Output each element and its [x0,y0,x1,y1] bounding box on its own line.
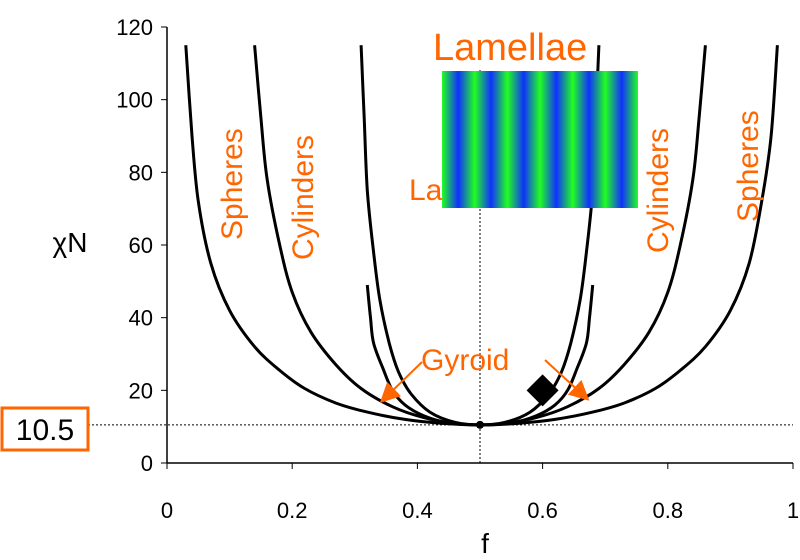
label-cylinders-left: Cylinders [287,135,320,260]
y-tick-label: 20 [129,378,153,403]
tick-labels: 0 0.2 0.4 0.6 0.8 1 0 20 40 60 80 100 120 [116,15,799,523]
label-gyroid: Gyroid [421,344,509,377]
critical-point-dot [476,420,484,429]
y-tick-label: 120 [116,15,153,40]
y-tick-label: 100 [116,88,153,113]
critical-value-label: 10.5 [16,414,74,447]
gyroid-arrow-left [379,361,423,403]
label-cylinders-right: Cylinders [642,128,675,253]
y-tick-label: 60 [129,233,153,258]
lamellae-stripes-image [442,71,638,208]
x-axis-title: f [481,528,489,559]
label-lamellae: Lamellae [433,27,587,69]
x-tick-label: 0.6 [527,498,558,523]
x-tick-label: 0.8 [653,498,684,523]
axis-ticks [161,26,794,469]
critical-value-box [0,406,90,452]
y-axis-title: χN [53,227,88,258]
x-tick-label: 0.4 [402,498,433,523]
label-lamellae-partial: La [409,174,443,207]
experiment-diamond-marker [526,374,559,407]
label-spheres-right: Spheres [732,110,765,222]
x-tick-label: 0 [161,498,173,523]
label-spheres-left: Spheres [216,128,249,240]
x-tick-label: 1 [787,498,799,523]
gyroid-arrow-right [544,359,590,401]
y-tick-label: 0 [141,451,153,476]
x-tick-label: 0.2 [277,498,308,523]
y-tick-label: 80 [129,160,153,185]
y-tick-label: 40 [129,306,153,331]
